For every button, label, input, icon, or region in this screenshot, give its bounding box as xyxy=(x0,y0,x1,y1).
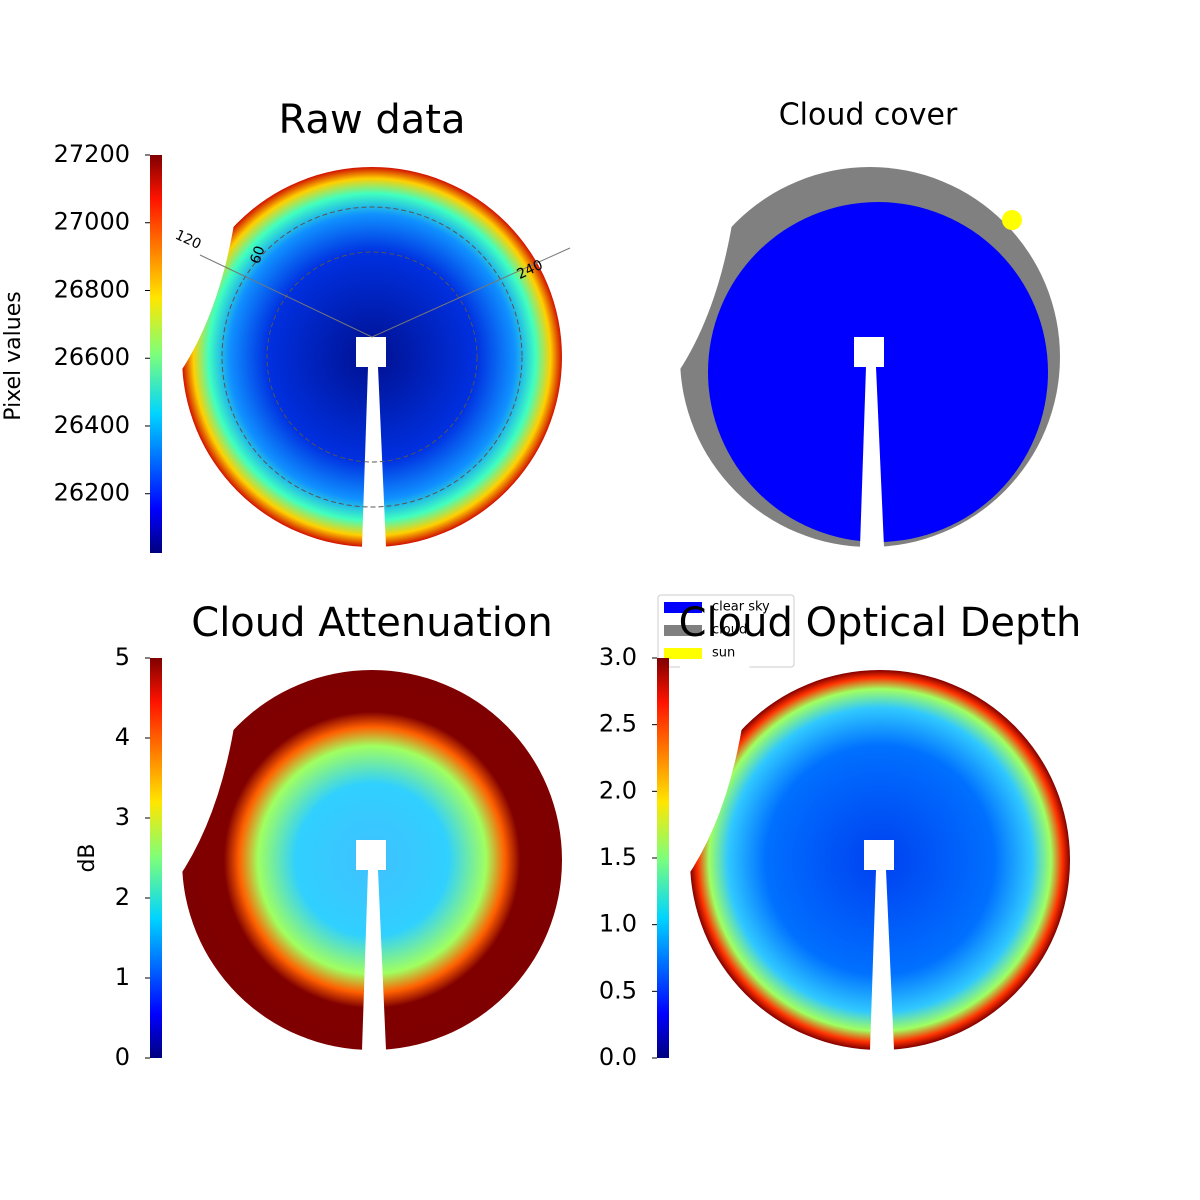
colorbar-label: dB xyxy=(75,843,100,872)
colorbar-tick-label: 5 xyxy=(115,643,130,671)
sky-image xyxy=(172,157,562,547)
colorbar-tick-label: 2.5 xyxy=(599,710,637,738)
colorbar-tick-label: 0.5 xyxy=(599,976,637,1004)
mast xyxy=(864,840,894,1050)
sky-cutout xyxy=(680,660,750,880)
colorbar-tick-label: 0.0 xyxy=(599,1043,637,1071)
sky-cutout xyxy=(670,157,740,377)
colorbar-tick-label: 2.0 xyxy=(599,776,637,804)
legend-label: sun xyxy=(712,646,735,661)
grid-circle xyxy=(266,251,478,463)
legend-swatch xyxy=(664,648,702,659)
clear-sky-area xyxy=(708,202,1048,542)
angle-label: 60 xyxy=(247,244,268,266)
colorbar-tick-label: 4 xyxy=(115,723,130,751)
colorbar-tick-label: 3 xyxy=(115,803,130,831)
sun xyxy=(1002,210,1022,230)
sky-image xyxy=(670,157,1060,547)
sky-image xyxy=(172,660,562,1050)
mast xyxy=(356,840,386,1050)
grid-ray xyxy=(199,254,373,338)
panel-title: Cloud cover xyxy=(779,98,958,133)
colorbar-tick-label: 0 xyxy=(115,1043,130,1071)
sky-cutout xyxy=(172,157,242,377)
legend-swatch xyxy=(664,625,702,636)
legend-label: clear sky xyxy=(712,600,770,615)
colorbar-tick-label: 1 xyxy=(115,963,130,991)
colorbar-tick-label: 1.0 xyxy=(599,910,637,938)
colorbar xyxy=(150,658,162,1058)
colorbar xyxy=(150,155,162,553)
grid-circle xyxy=(221,206,523,508)
colorbar-tick-label: 2 xyxy=(115,883,130,911)
colorbar-tick-label: 3.0 xyxy=(599,643,637,671)
colorbar-tick-label: 27000 xyxy=(54,208,130,236)
panel-title: Cloud Optical Depth xyxy=(679,600,1082,646)
colorbar-tick-label: 26800 xyxy=(54,275,130,303)
colorbar-tick-label: 1.5 xyxy=(599,843,637,871)
colorbar-label: Pixel values xyxy=(1,291,26,420)
colorbar-tick-label: 26600 xyxy=(54,343,130,371)
colorbar xyxy=(657,658,669,1058)
legend-label: cloud xyxy=(712,623,747,638)
colorbar-tick-label: 27200 xyxy=(54,140,130,168)
sky-image xyxy=(680,660,1070,1050)
colorbar-tick-label: 26200 xyxy=(54,479,130,507)
grid-ray xyxy=(371,247,571,338)
panel-title: Raw data xyxy=(279,97,466,143)
panel-title: Cloud Attenuation xyxy=(191,600,552,646)
mast xyxy=(854,337,884,547)
colorbar-tick-label: 26400 xyxy=(54,411,130,439)
sky-cutout xyxy=(172,660,242,880)
legend-swatch xyxy=(664,602,702,613)
mast xyxy=(356,337,386,547)
